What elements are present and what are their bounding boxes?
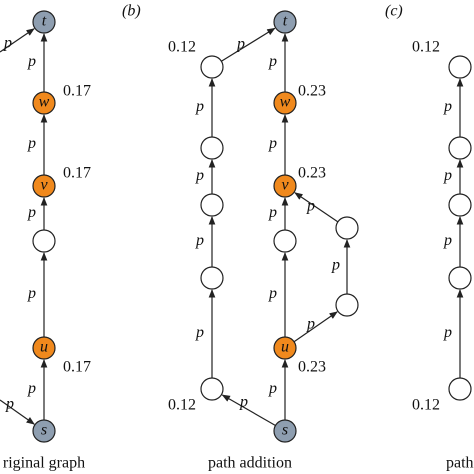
panel-label: (b) xyxy=(122,3,141,20)
weight: 0.12 xyxy=(412,39,440,56)
weight: 0.17 xyxy=(63,359,91,376)
node xyxy=(273,336,297,360)
edge-label: p xyxy=(195,167,204,184)
node xyxy=(448,377,472,401)
edge-label: p xyxy=(443,232,452,249)
node xyxy=(335,293,359,317)
node xyxy=(200,377,224,401)
node xyxy=(273,229,297,253)
edge-label: p xyxy=(331,257,340,274)
edge-label: p xyxy=(27,135,36,152)
node-label: s xyxy=(282,422,288,439)
edge xyxy=(294,192,339,223)
edge xyxy=(0,28,35,53)
node xyxy=(448,55,472,79)
edge-label: p xyxy=(236,36,245,53)
node xyxy=(32,419,56,443)
edge-label: p xyxy=(195,324,204,341)
edge-label: p xyxy=(443,98,452,115)
edge-label: p xyxy=(443,167,452,184)
node xyxy=(448,136,472,160)
node-label: u xyxy=(281,339,289,356)
node xyxy=(335,216,359,240)
node-label: v xyxy=(40,177,48,194)
edge-label: p xyxy=(268,380,277,397)
node xyxy=(200,266,224,290)
node xyxy=(273,91,297,115)
node xyxy=(273,174,297,198)
caption: path xyxy=(446,455,474,472)
node-label: s xyxy=(41,422,47,439)
edge-label: p xyxy=(306,316,315,333)
node xyxy=(32,336,56,360)
node xyxy=(448,193,472,217)
node xyxy=(32,91,56,115)
edge-label: p xyxy=(268,53,277,70)
edge-label: p xyxy=(268,204,277,221)
weight: 0.23 xyxy=(298,359,326,376)
node-label: w xyxy=(280,94,291,111)
node xyxy=(32,229,56,253)
edge-label: p xyxy=(27,53,36,70)
panel-label: (c) xyxy=(385,3,403,20)
node xyxy=(273,419,297,443)
node xyxy=(200,136,224,160)
weight: 0.17 xyxy=(63,83,91,100)
caption: path addition xyxy=(208,455,292,472)
node xyxy=(273,10,297,34)
node-label: t xyxy=(283,13,288,30)
edge-label: p xyxy=(268,135,277,152)
edge-label: p xyxy=(195,232,204,249)
edge-label: p xyxy=(239,394,248,411)
edge-label: p xyxy=(306,198,315,215)
edge-label: p xyxy=(268,285,277,302)
edge-label: p xyxy=(27,285,36,302)
node-label: v xyxy=(281,177,289,194)
node xyxy=(200,193,224,217)
weight: 0.23 xyxy=(298,83,326,100)
weight: 0.23 xyxy=(298,165,326,182)
edge xyxy=(293,311,338,343)
edge-label: p xyxy=(443,324,452,341)
edge xyxy=(221,27,276,62)
edge-label: p xyxy=(27,380,36,397)
node xyxy=(32,10,56,34)
edge xyxy=(0,399,35,425)
node-label: w xyxy=(39,94,50,111)
weight: 0.12 xyxy=(168,39,196,56)
edge-label: p xyxy=(195,98,204,115)
edge xyxy=(221,394,276,427)
caption: riginal graph xyxy=(3,455,85,472)
weight: 0.12 xyxy=(412,397,440,414)
edge-label: p xyxy=(27,204,36,221)
node xyxy=(200,55,224,79)
edge-label: p xyxy=(3,35,12,52)
edge-label: p xyxy=(5,396,14,413)
node-label: t xyxy=(42,13,47,30)
node-label: u xyxy=(40,339,48,356)
node xyxy=(448,266,472,290)
weight: 0.17 xyxy=(63,165,91,182)
weight: 0.12 xyxy=(168,397,196,414)
node xyxy=(32,174,56,198)
